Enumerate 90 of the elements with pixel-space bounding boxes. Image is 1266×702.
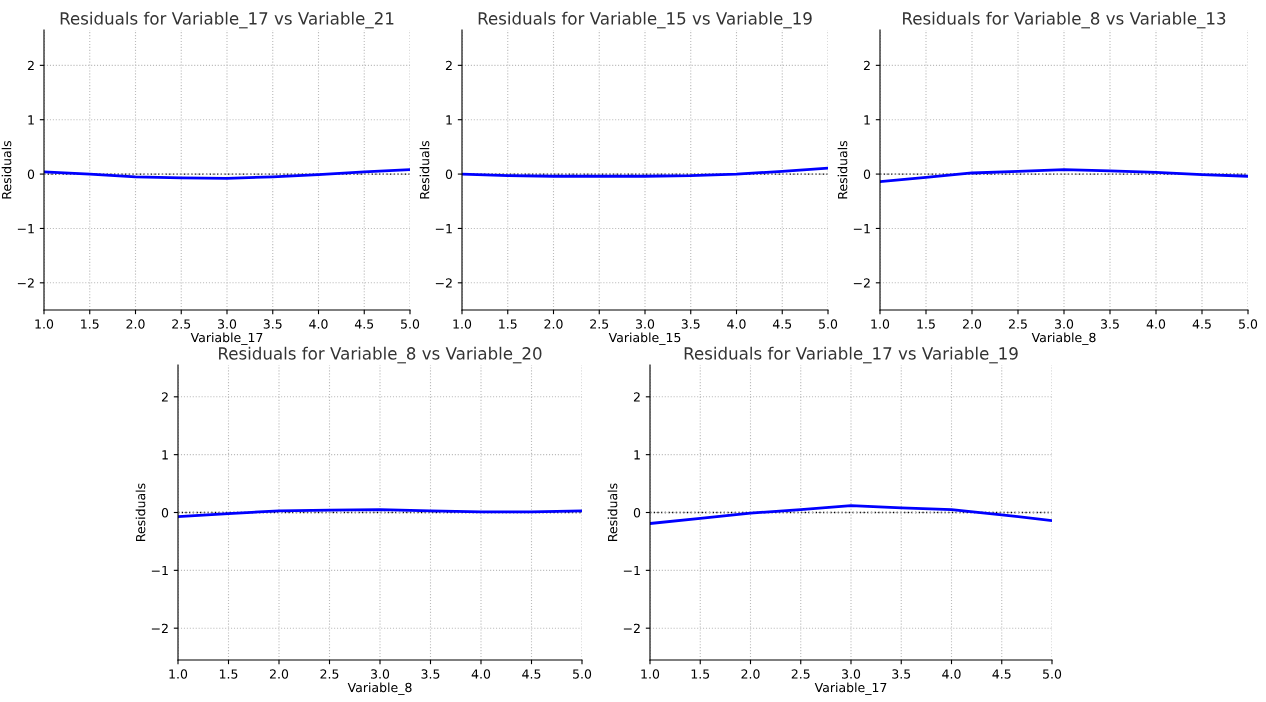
y-tick-label: −2 <box>435 278 452 288</box>
y-tick-label: −2 <box>623 623 640 633</box>
y-tick-label: 0 <box>445 169 453 179</box>
x-tick-label: 3.5 <box>1101 319 1119 329</box>
x-tick-label: 3.5 <box>263 319 282 329</box>
y-tick-label: 2 <box>27 60 34 71</box>
x-tick-label: 1.5 <box>81 319 99 329</box>
x-tick-label: 4.5 <box>522 669 541 679</box>
y-tick-label: −1 <box>17 224 34 234</box>
x-tick-label: 5.0 <box>1043 669 1062 679</box>
y-axis-title: Residuals <box>1 140 12 199</box>
y-tick-label: −2 <box>17 278 34 288</box>
x-tick-label: 5.0 <box>819 319 838 329</box>
x-tick-label: 3.0 <box>371 669 390 679</box>
line-series <box>178 508 582 518</box>
line-series <box>880 168 1248 184</box>
x-tick-label: 4.0 <box>727 319 746 329</box>
line-series <box>650 504 1052 525</box>
x-tick-label: 5.0 <box>401 319 420 329</box>
y-tick-label: −1 <box>151 565 168 576</box>
x-tick-label: 5.0 <box>573 669 592 679</box>
y-tick-label: 1 <box>28 115 34 125</box>
x-tick-label: 4.5 <box>772 319 792 329</box>
x-tick-label: 2.0 <box>269 669 289 679</box>
x-tick-label: 1.5 <box>917 319 935 329</box>
x-axis-title: Variable_17 <box>814 682 887 695</box>
y-tick-label: 0 <box>27 169 35 179</box>
x-axis-title: Variable_8 <box>347 682 412 695</box>
x-tick-label: 1.0 <box>641 669 660 679</box>
y-tick-label: 0 <box>633 507 641 518</box>
y-tick-label: 0 <box>863 169 871 179</box>
x-tick-label: 2.5 <box>1008 319 1027 329</box>
chart-title: Residuals for Variable_8 vs Variable_13 <box>903 11 1226 29</box>
y-tick-label: 2 <box>633 392 640 402</box>
x-tick-label: 4.5 <box>354 319 374 329</box>
x-tick-label: 1.0 <box>35 319 54 329</box>
x-tick-label: 3.0 <box>842 669 861 679</box>
x-tick-label: 4.0 <box>471 669 491 679</box>
x-tick-label: 1.0 <box>453 319 472 329</box>
y-tick-label: −1 <box>435 224 452 234</box>
x-tick-label: 4.0 <box>309 319 328 329</box>
x-tick-label: 1.5 <box>499 319 517 329</box>
y-tick-label: 2 <box>161 392 168 402</box>
x-tick-label: 4.5 <box>1192 319 1211 329</box>
x-axis-title: Variable_8 <box>1031 332 1096 345</box>
x-tick-label: 3.0 <box>218 319 237 329</box>
x-tick-label: 3.5 <box>681 319 700 329</box>
x-tick-label: 2.0 <box>126 319 145 329</box>
x-tick-label: 4.5 <box>992 669 1011 679</box>
line-series <box>462 166 828 178</box>
x-tick-label: 1.0 <box>169 669 188 679</box>
y-tick-label: 2 <box>863 60 870 71</box>
y-tick-label: −2 <box>853 278 870 288</box>
chart-title: Residuals for Variable_8 vs Variable_20 <box>219 346 542 364</box>
x-axis-title: Variable_15 <box>608 332 681 345</box>
line-series <box>44 168 410 180</box>
chart-title: Residuals for Variable_17 vs Variable_21 <box>60 11 394 29</box>
x-tick-label: 3.5 <box>421 669 440 679</box>
y-axis-title: Residuals <box>419 140 430 199</box>
x-axis-title: Variable_17 <box>190 332 263 345</box>
x-tick-label: 1.5 <box>691 669 710 679</box>
y-tick-label: −1 <box>623 565 640 576</box>
x-tick-label: 2.5 <box>590 319 609 329</box>
x-tick-label: 1.5 <box>219 669 238 679</box>
chart-title: Residuals for Variable_17 vs Variable_19 <box>684 346 1018 364</box>
x-tick-label: 2.5 <box>791 669 810 679</box>
y-tick-label: 0 <box>161 507 169 518</box>
y-tick-label: 2 <box>445 60 452 71</box>
x-tick-label: 3.0 <box>636 319 655 329</box>
y-tick-label: 1 <box>634 450 640 460</box>
y-axis-title: Residuals <box>135 483 146 541</box>
y-tick-label: −2 <box>151 623 168 633</box>
x-tick-label: 5.0 <box>1239 319 1258 329</box>
y-tick-label: −1 <box>853 224 870 234</box>
x-tick-label: 3.5 <box>892 669 911 679</box>
x-tick-label: 3.0 <box>1055 319 1074 329</box>
x-tick-label: 2.5 <box>172 319 191 329</box>
x-tick-label: 4.0 <box>942 669 961 679</box>
chart-title: Residuals for Variable_15 vs Variable_19 <box>478 11 812 29</box>
y-tick-label: 1 <box>162 450 168 460</box>
x-tick-label: 2.5 <box>320 669 339 679</box>
y-tick-label: 1 <box>446 115 452 125</box>
x-tick-label: 1.0 <box>871 319 890 329</box>
x-tick-label: 2.0 <box>741 669 760 679</box>
x-tick-label: 2.0 <box>962 319 982 329</box>
y-tick-label: 1 <box>864 115 870 125</box>
y-axis-title: Residuals <box>607 483 618 541</box>
y-axis-title: Residuals <box>837 140 848 199</box>
x-tick-label: 2.0 <box>544 319 563 329</box>
x-tick-label: 4.0 <box>1146 319 1166 329</box>
